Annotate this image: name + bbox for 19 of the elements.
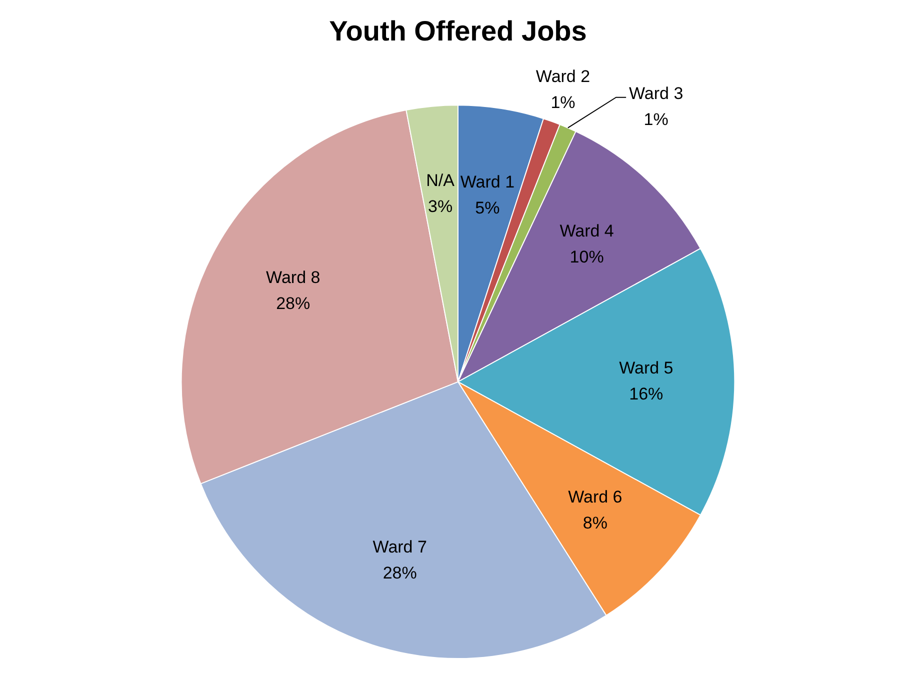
- slice-label: Ward 8: [266, 268, 320, 287]
- slice-label: Ward 2: [536, 66, 590, 86]
- data-label: 3%: [428, 197, 453, 216]
- slice-label: Ward 1: [460, 172, 515, 192]
- slice-label: Ward 6: [568, 487, 622, 506]
- slice-label: Ward 7: [372, 537, 427, 556]
- data-label: 8%: [582, 513, 608, 532]
- slice-label: N/A: [426, 171, 456, 190]
- data-label: 28%: [382, 563, 417, 582]
- data-label: 1%: [550, 92, 576, 112]
- slice-label: Ward 3: [628, 84, 684, 104]
- data-label: 10%: [570, 247, 604, 266]
- data-label: 16%: [629, 384, 664, 404]
- slice-label: Ward 4: [560, 221, 614, 240]
- slice-label: Ward 5: [619, 358, 674, 378]
- chart-title: Youth Offered Jobs: [329, 16, 587, 47]
- data-label: 28%: [276, 294, 310, 313]
- data-label: 5%: [475, 198, 500, 218]
- data-label: 1%: [644, 110, 668, 130]
